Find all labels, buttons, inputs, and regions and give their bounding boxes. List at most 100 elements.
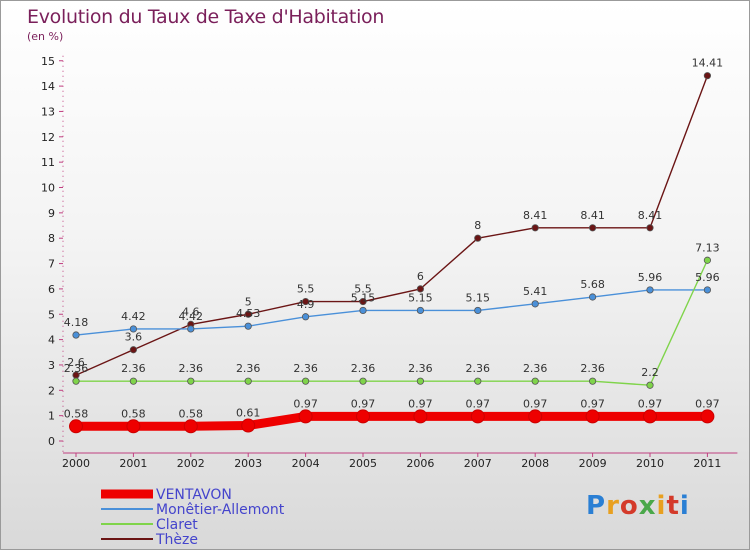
y-tick-label: 11 [41,156,55,169]
data-point [703,72,712,80]
data-point [646,224,654,232]
data-point [531,300,539,308]
data-label: 7.13 [695,241,720,254]
data-point [474,377,482,385]
x-tick-label: 2002 [177,457,205,470]
legend-label: Claret [156,517,198,533]
data-point [187,377,195,385]
x-tick-label: 2000 [62,457,90,470]
data-point [244,322,252,330]
legend-label: Monêtier-Allemont [156,502,285,518]
series-line-2 [75,259,709,386]
data-label: 5.96 [695,271,720,284]
data-point [72,377,80,385]
data-point [588,377,597,385]
y-tick-label: 13 [41,105,55,118]
data-label: 0.58 [121,407,146,420]
data-label: 2.36 [408,362,433,375]
data-point [703,256,712,264]
data-label: 0.97 [466,397,491,410]
data-point [69,419,83,434]
data-label: 5.68 [580,278,605,291]
x-tick-label: 2007 [464,457,492,470]
data-label: 2.36 [64,362,89,375]
y-tick-label: 12 [41,131,55,144]
x-tick-label: 2003 [234,457,262,470]
data-point [129,377,137,385]
x-tick-label: 2010 [636,457,664,470]
data-label: 5.15 [408,291,433,304]
data-point [241,418,256,433]
data-point [700,409,715,424]
data-point [126,419,141,434]
x-tick-label: 2004 [292,457,320,470]
data-label: 5 [245,295,252,308]
data-labels-layer: 0.58 0.58 0.58 0.61 0.97 0.97 0.97 0.97 0.97 0.97… [64,57,723,421]
data-label: 2.36 [523,362,548,375]
y-tick-label: 9 [48,207,55,220]
x-tick-label: 2001 [119,457,147,470]
y-tick-label: 10 [41,182,55,195]
data-point [359,306,367,315]
data-label: 2.36 [121,362,146,375]
data-point [301,377,310,385]
x-tick-label: 2005 [349,457,377,470]
data-label: 4.6 [182,305,200,318]
data-point [585,409,600,424]
data-point [531,224,539,232]
data-point [646,286,654,294]
data-label: 2.2 [641,366,659,379]
data-point [646,381,654,389]
data-label: 3.6 [125,331,143,344]
data-point [72,331,80,339]
data-label: 8.41 [523,209,548,222]
data-label: 2.36 [236,362,261,375]
x-tick-label: 2008 [521,457,549,470]
y-tick-label: 8 [48,232,55,245]
series-line-0 [71,411,712,431]
data-point [129,325,137,333]
data-point [588,293,597,301]
x-tick-label: 2011 [693,457,721,470]
proxiti-logo: Proxiti [586,491,690,521]
data-label: 8.41 [638,209,663,222]
data-label: 2.36 [351,362,376,375]
data-label: 0.97 [351,397,376,410]
data-label: 0.58 [64,407,89,420]
y-tick-label: 6 [48,283,55,296]
data-point [643,409,657,424]
data-label: 5.5 [297,283,315,296]
data-label: 4.42 [121,310,146,323]
data-point [359,297,367,306]
y-tick-label: 4 [48,334,55,347]
data-label: 0.97 [523,397,548,410]
data-point [413,409,428,424]
data-label: 4.9 [297,298,315,311]
data-label: 0.61 [236,407,261,420]
series-line-1 [75,289,709,336]
data-point [528,409,543,424]
y-tick-label: 1 [48,410,55,423]
data-label: 5.15 [351,291,376,304]
data-label: 5.41 [523,285,548,298]
data-point [588,224,597,232]
data-label: 2.36 [293,362,318,375]
data-point [531,377,539,385]
data-label: 4.53 [236,307,261,320]
y-tick-label: 5 [48,308,55,321]
data-label: 2.36 [179,362,204,375]
chart-unit-label: (en %) [27,30,64,43]
data-label: 5.96 [638,271,663,284]
data-point [301,313,310,321]
data-label: 2.36 [580,362,605,375]
data-label: 8 [474,219,481,232]
x-tick-label: 2006 [406,457,434,470]
data-label: 0.97 [638,397,663,410]
data-label: 2.36 [466,362,491,375]
legend-label: Thèze [155,532,198,548]
data-point [244,377,252,385]
data-point [470,409,485,424]
